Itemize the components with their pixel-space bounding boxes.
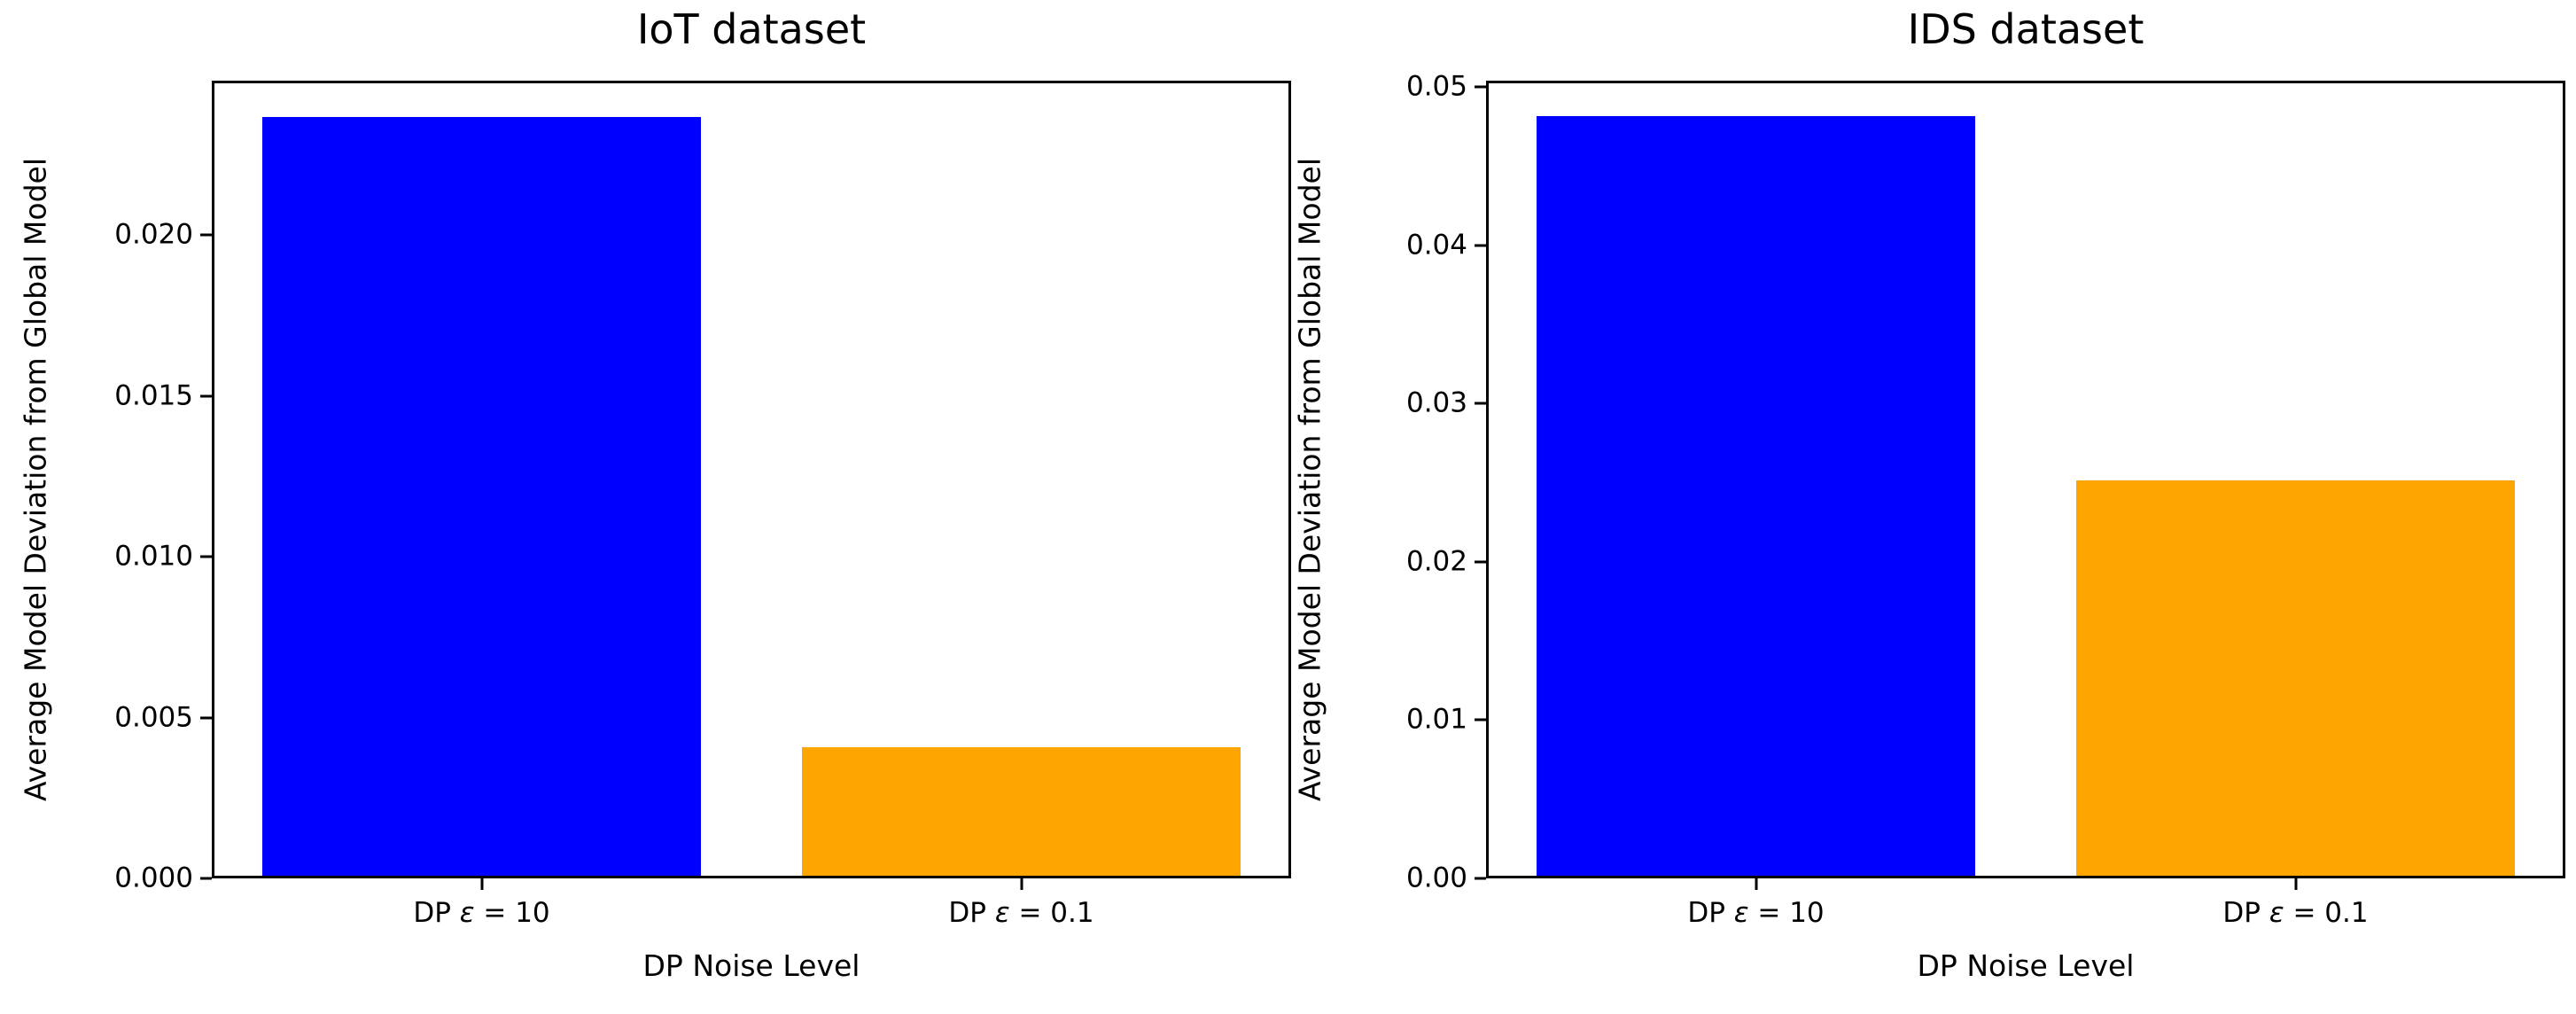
y-tick-mark <box>200 555 212 558</box>
y-tick-label: 0.010 <box>114 540 193 573</box>
y-tick-label: 0.03 <box>1405 386 1467 419</box>
x-tick-label: DP ε = 10 <box>1687 897 1825 929</box>
y-tick-mark <box>200 394 212 398</box>
plot-area <box>1486 81 2565 878</box>
bar-dp-eps-0-1 <box>802 746 1241 876</box>
y-tick-mark <box>1475 244 1486 247</box>
x-tick-label: DP ε = 0.1 <box>948 897 1094 929</box>
y-tick-label: 0.005 <box>114 701 193 734</box>
x-tick-mark <box>1020 878 1023 890</box>
x-axis-label: DP Noise Level <box>642 948 860 983</box>
y-tick-label: 0.000 <box>114 862 193 894</box>
x-tick-label: DP ε = 10 <box>413 897 550 929</box>
y-tick-label: 0.00 <box>1405 862 1467 894</box>
y-tick-label: 0.01 <box>1405 703 1467 736</box>
plot-area <box>212 81 1291 878</box>
y-tick-mark <box>200 877 212 880</box>
y-tick-label: 0.02 <box>1405 545 1467 578</box>
y-tick-label: 0.020 <box>114 218 193 251</box>
bar-dp-eps-10 <box>262 116 701 876</box>
y-axis-label: Average Model Deviation from Global Mode… <box>1292 157 1327 802</box>
y-tick-label: 0.05 <box>1405 70 1467 103</box>
y-tick-mark <box>200 233 212 237</box>
x-tick-mark <box>480 878 483 890</box>
chart-title: IDS dataset <box>1907 5 2144 53</box>
y-tick-mark <box>1475 877 1486 880</box>
y-tick-mark <box>1475 560 1486 564</box>
bar-dp-eps-10 <box>1537 115 1975 876</box>
y-tick-mark <box>1475 402 1486 405</box>
x-axis-label: DP Noise Level <box>1917 948 2135 983</box>
x-tick-mark <box>2294 878 2297 890</box>
x-tick-label: DP ε = 0.1 <box>2222 897 2369 929</box>
y-tick-mark <box>200 716 212 720</box>
y-tick-mark <box>1475 718 1486 722</box>
chart-title: IoT dataset <box>636 5 867 53</box>
y-tick-mark <box>1475 85 1486 89</box>
bar-dp-eps-0-1 <box>2076 480 2515 876</box>
y-tick-label: 0.04 <box>1405 229 1467 261</box>
y-tick-label: 0.015 <box>114 379 193 412</box>
x-tick-mark <box>1755 878 1757 890</box>
